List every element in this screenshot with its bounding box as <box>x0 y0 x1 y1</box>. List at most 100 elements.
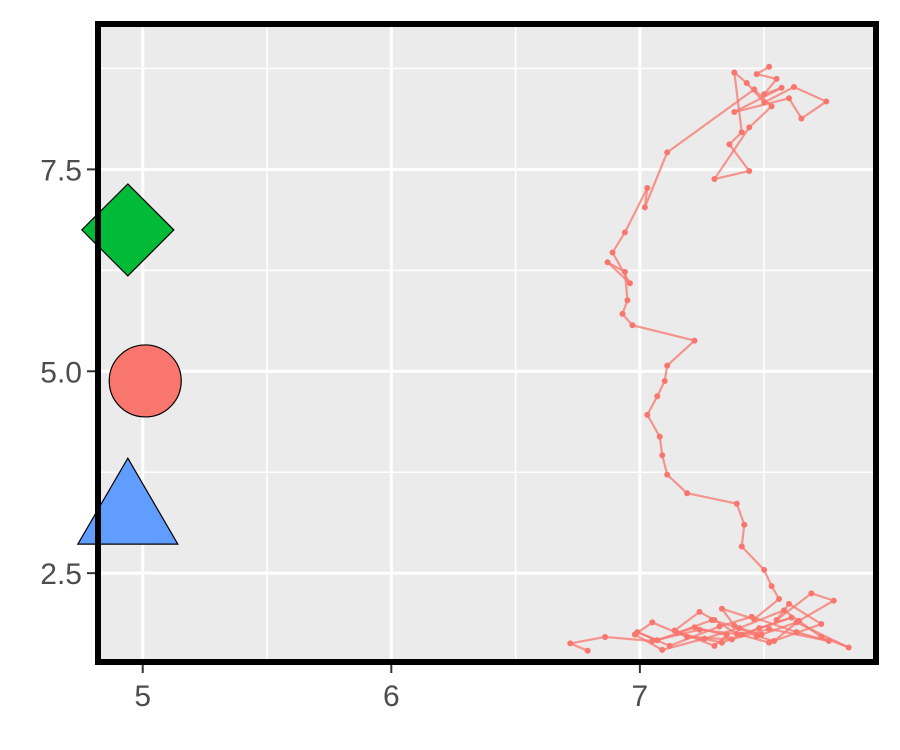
data-point <box>738 129 745 136</box>
path-segment <box>643 151 669 208</box>
data-point <box>631 631 638 638</box>
data-point <box>718 605 725 612</box>
data-point <box>746 167 753 174</box>
path-segment <box>611 252 631 284</box>
data-point <box>656 433 663 440</box>
data-point <box>786 95 793 102</box>
path-segment <box>623 271 629 301</box>
data-point <box>743 79 750 86</box>
data-point <box>644 184 651 191</box>
x-axis: 5 6 7 <box>134 665 648 713</box>
y-tick-label: 7.5 <box>40 154 82 187</box>
data-point <box>808 590 815 597</box>
data-point <box>696 626 703 633</box>
data-point <box>761 91 768 98</box>
path-segment <box>756 635 775 643</box>
data-point <box>691 337 698 344</box>
data-point <box>733 500 740 507</box>
data-point <box>768 583 775 590</box>
data-point <box>768 103 775 110</box>
path-segment <box>740 524 746 547</box>
path-segment <box>745 82 765 104</box>
data-point <box>654 393 661 400</box>
path-segment <box>623 187 649 233</box>
data-point <box>674 629 681 636</box>
data-point <box>691 624 698 631</box>
path-segment <box>753 598 780 621</box>
data-point <box>761 99 768 106</box>
data-point <box>731 109 738 116</box>
data-point <box>733 630 740 637</box>
data-point <box>766 625 773 632</box>
data-point <box>641 204 648 211</box>
data-point <box>567 640 574 647</box>
triangle-marker <box>76 456 179 545</box>
path-segment <box>661 454 669 475</box>
data-point <box>626 280 633 287</box>
data-point <box>621 229 628 236</box>
data-point <box>659 452 666 459</box>
data-point <box>753 71 760 78</box>
data-point <box>659 646 666 653</box>
path-segment <box>761 621 797 636</box>
data-point <box>731 622 738 629</box>
path-segment <box>569 642 589 652</box>
data-point <box>798 115 805 122</box>
data-point <box>711 176 718 183</box>
path-segment <box>634 633 663 651</box>
data-point <box>684 490 691 497</box>
data-point <box>736 625 743 632</box>
path-segment <box>738 609 785 630</box>
path-segment <box>674 611 701 632</box>
x-tick-label: 6 <box>383 680 400 713</box>
major-grid <box>98 24 876 662</box>
data-point <box>741 521 748 528</box>
data-point <box>711 642 718 649</box>
data-point <box>788 614 795 621</box>
path-segment <box>788 97 803 120</box>
path-segment <box>763 78 778 95</box>
data-point <box>604 259 611 266</box>
data-point <box>845 644 852 651</box>
data-point <box>716 623 723 630</box>
path-segment <box>735 503 746 526</box>
data-point <box>825 638 832 645</box>
path-segment <box>793 85 827 103</box>
data-point <box>726 141 733 148</box>
x-tick-label: 5 <box>134 680 151 713</box>
data-point <box>708 617 715 624</box>
data-point <box>696 608 703 615</box>
path-segment <box>646 395 659 416</box>
data-point <box>756 625 763 632</box>
trajectory-points <box>567 63 852 654</box>
path-segment <box>604 635 653 643</box>
data-point <box>776 596 783 603</box>
data-point <box>609 249 616 256</box>
data-point <box>753 633 760 640</box>
data-point <box>649 619 656 626</box>
minor-grid <box>98 24 876 662</box>
data-point <box>619 310 626 317</box>
data-point <box>751 86 758 93</box>
data-point <box>584 647 591 654</box>
data-point <box>666 642 673 649</box>
path-segment <box>753 88 773 108</box>
path-segment <box>811 592 835 602</box>
circle-marker <box>108 344 182 418</box>
data-point <box>781 607 788 614</box>
data-point <box>766 63 773 70</box>
data-point <box>644 411 651 418</box>
x-tick-label: 7 <box>632 680 649 713</box>
data-point <box>746 124 753 131</box>
path-segment <box>800 100 827 120</box>
path-segment <box>734 97 790 114</box>
data-point <box>664 149 671 156</box>
path-segment <box>741 616 792 636</box>
data-point <box>766 639 773 646</box>
data-point <box>778 84 785 91</box>
data-point <box>684 633 691 640</box>
data-point <box>738 631 745 638</box>
data-point <box>738 543 745 550</box>
plot-border <box>95 21 879 665</box>
